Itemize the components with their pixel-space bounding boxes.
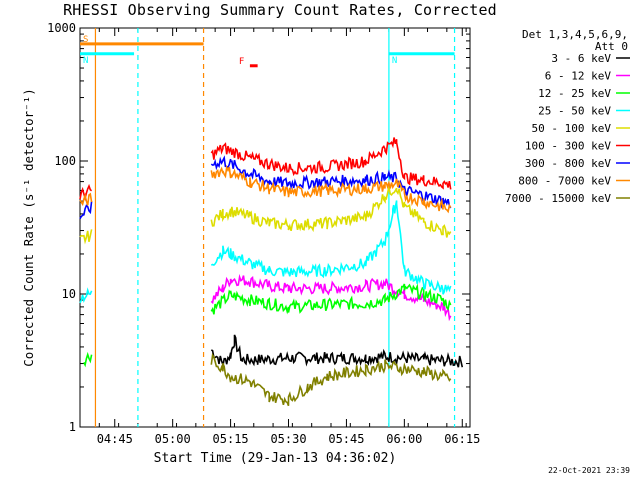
legend-label: 300 - 800 keV bbox=[525, 157, 611, 170]
series-line bbox=[210, 334, 464, 368]
y-tick-label: 100 bbox=[54, 154, 76, 168]
series-line bbox=[79, 200, 452, 304]
legend-label: 25 - 50 keV bbox=[538, 105, 611, 118]
chart-title: RHESSI Observing Summary Count Rates, Co… bbox=[63, 1, 497, 19]
x-tick-label: 05:00 bbox=[155, 432, 191, 446]
flag-label: N bbox=[392, 56, 397, 66]
legend-header-detectors: Det 1,3,4,5,6,9, bbox=[522, 28, 628, 41]
x-tick-label: 05:15 bbox=[213, 432, 249, 446]
legend-label: 100 - 300 keV bbox=[525, 140, 611, 153]
series-line bbox=[83, 283, 452, 368]
x-tick-label: 05:30 bbox=[270, 432, 306, 446]
x-tick-label: 06:00 bbox=[386, 432, 422, 446]
series-line bbox=[210, 352, 452, 407]
footer-date: 22-Oct-2021 23:39 bbox=[548, 466, 630, 475]
x-tick-label: 05:45 bbox=[328, 432, 364, 446]
legend-label: 800 - 7000 keV bbox=[518, 175, 611, 188]
x-tick-label: 06:15 bbox=[444, 432, 480, 446]
series-line bbox=[79, 186, 452, 245]
flag-label: F bbox=[239, 57, 244, 67]
legend-label: 50 - 100 keV bbox=[532, 122, 612, 135]
series-line bbox=[210, 273, 452, 322]
legend-label: 3 - 6 keV bbox=[551, 52, 611, 65]
x-axis-label: Start Time (29-Jan-13 04:36:02) bbox=[154, 451, 397, 466]
series-line bbox=[79, 155, 452, 220]
legend-label: 6 - 12 keV bbox=[545, 70, 612, 83]
legend-header-attenuator: Att 0 bbox=[594, 40, 628, 53]
y-axis-label: Corrected Count Rate (s⁻¹ detector⁻¹) bbox=[21, 88, 36, 366]
y-tick-label: 1000 bbox=[47, 21, 76, 35]
legend-label: 12 - 25 keV bbox=[538, 87, 611, 100]
series-line bbox=[79, 164, 452, 214]
y-tick-label: 10 bbox=[62, 287, 76, 301]
flag-label: N bbox=[83, 56, 88, 66]
plot-frame bbox=[79, 27, 471, 428]
legend-label: 7000 - 15000 keV bbox=[505, 192, 611, 205]
flag-label: S bbox=[83, 35, 88, 45]
y-tick-label: 1 bbox=[69, 420, 76, 434]
x-tick-label: 04:45 bbox=[97, 432, 133, 446]
